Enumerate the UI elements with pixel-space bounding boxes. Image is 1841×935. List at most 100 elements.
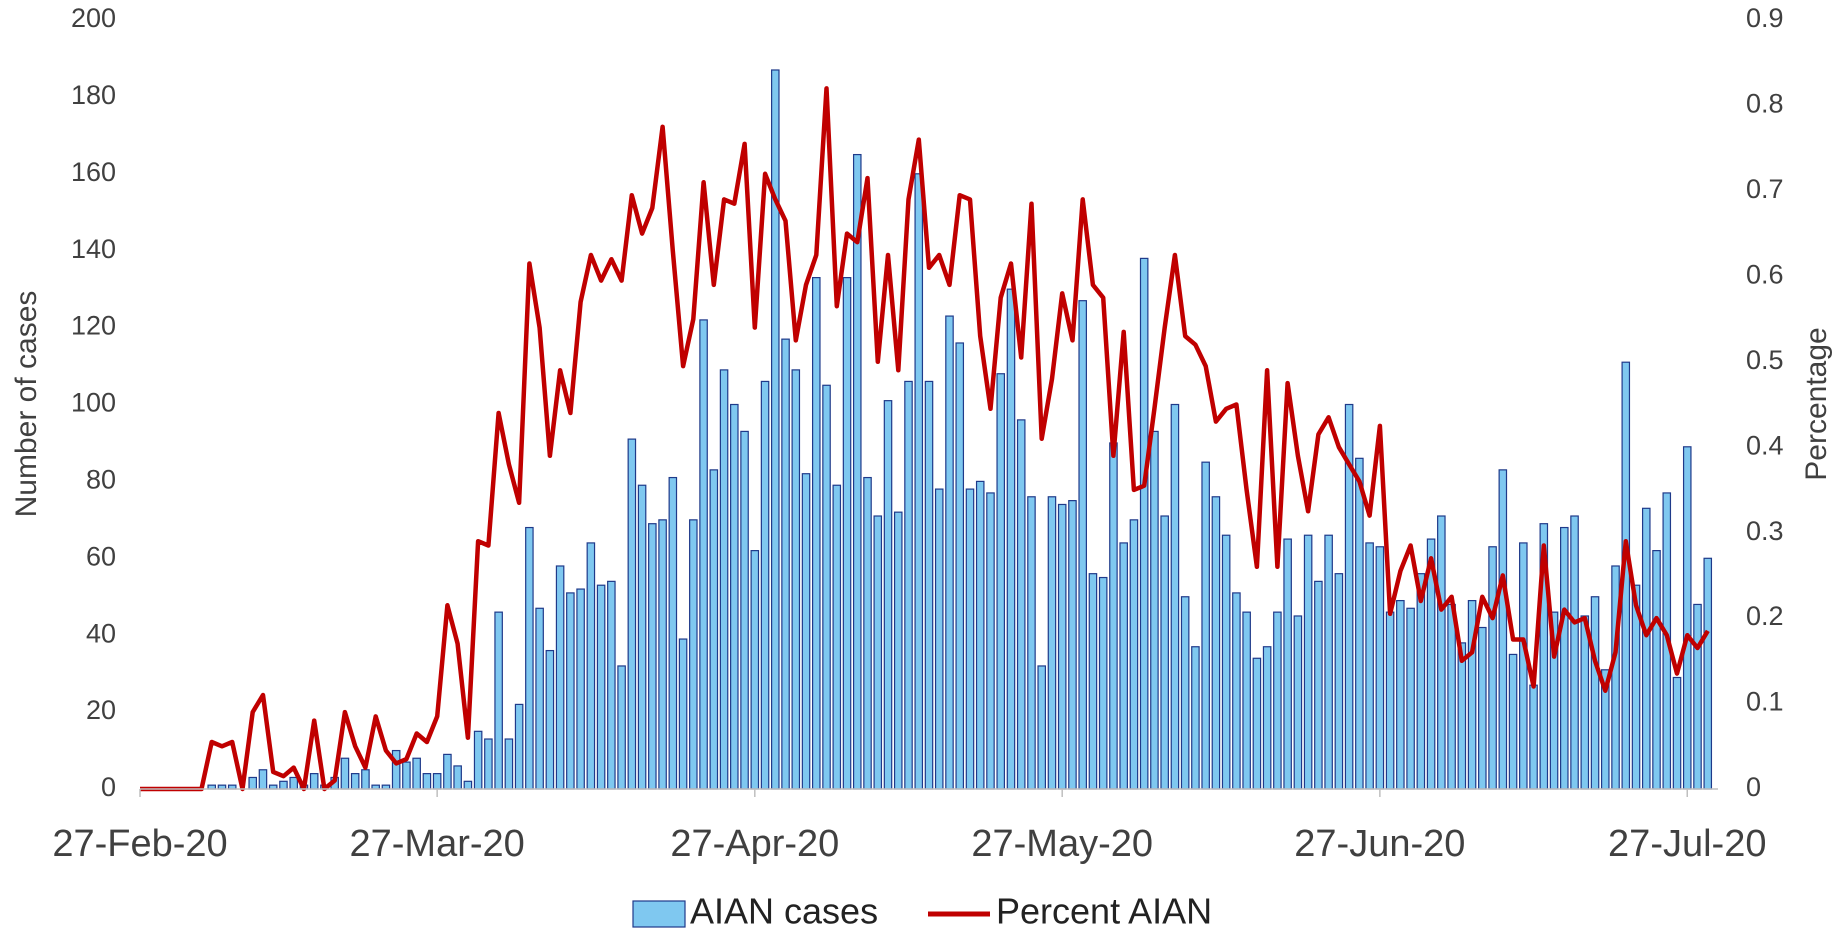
bar — [555, 565, 565, 790]
bar — [1129, 519, 1139, 790]
legend-label: AIAN cases — [690, 891, 878, 932]
bar — [1682, 446, 1692, 790]
y2-tick-label: 0.8 — [1746, 89, 1784, 119]
bar — [914, 173, 924, 790]
bar — [965, 488, 975, 790]
bar — [1221, 534, 1231, 790]
bar — [453, 765, 462, 790]
bar — [1580, 615, 1590, 790]
bar — [1529, 684, 1538, 790]
bar — [1611, 565, 1620, 790]
bar — [658, 519, 667, 790]
bar — [484, 738, 493, 790]
bar — [1262, 646, 1272, 790]
bar — [391, 749, 401, 790]
bar — [1324, 534, 1333, 790]
bar — [1139, 257, 1149, 790]
bar — [1560, 526, 1569, 790]
bar — [842, 277, 852, 790]
bar — [1098, 576, 1108, 790]
y2-tick-label: 0.7 — [1746, 174, 1784, 204]
bar — [822, 384, 831, 790]
x-tick-label: 27-Jun-20 — [1294, 823, 1465, 865]
bar — [1703, 557, 1713, 790]
y2-tick-label: 0.4 — [1746, 430, 1784, 460]
bar — [986, 492, 995, 790]
bar — [975, 480, 985, 790]
bar — [709, 469, 719, 790]
bar — [1068, 500, 1077, 790]
y-tick-label: 80 — [86, 465, 116, 495]
bar — [1047, 496, 1057, 790]
bar — [689, 519, 698, 790]
bar — [1006, 288, 1016, 790]
bar — [1641, 507, 1651, 790]
bar — [1652, 550, 1661, 790]
bar — [494, 611, 503, 790]
bar — [432, 773, 442, 790]
bar — [852, 153, 862, 790]
y-tick-label: 140 — [71, 234, 116, 264]
bar — [1375, 546, 1385, 790]
bar — [1478, 626, 1487, 790]
bar — [566, 592, 575, 790]
bar — [924, 380, 934, 790]
bar — [1396, 599, 1405, 790]
y-axis-title: Number of cases — [10, 291, 43, 518]
bar — [1211, 496, 1221, 790]
y-tick-label: 20 — [86, 695, 116, 725]
bar — [350, 773, 360, 790]
bar — [258, 769, 268, 790]
bar — [637, 484, 647, 790]
bar — [309, 773, 319, 790]
bar — [1293, 615, 1303, 790]
bar — [1693, 603, 1702, 790]
bar — [955, 342, 965, 790]
bar — [1457, 642, 1467, 790]
bar — [1057, 503, 1067, 790]
bar — [760, 380, 770, 790]
bar — [1437, 515, 1446, 790]
y-tick-label: 160 — [71, 157, 116, 187]
bar — [996, 373, 1006, 790]
bar — [514, 703, 524, 790]
bar — [1303, 534, 1313, 790]
bar — [289, 776, 298, 790]
bar — [699, 319, 708, 790]
bar — [1252, 657, 1262, 790]
y-tick-label: 100 — [71, 388, 116, 418]
y-tick-label: 60 — [86, 541, 116, 571]
y2-tick-label: 0.6 — [1746, 259, 1784, 289]
bar — [1385, 611, 1395, 790]
bar — [883, 400, 893, 790]
bar — [1232, 592, 1241, 790]
bar — [863, 476, 872, 790]
y-tick-label: 200 — [71, 3, 116, 33]
x-tick-label: 27-Apr-20 — [670, 823, 839, 865]
bar — [1334, 573, 1344, 790]
bar — [1488, 546, 1497, 790]
bar — [945, 315, 954, 790]
bar — [668, 476, 678, 790]
bar — [1016, 419, 1026, 790]
bar — [1365, 542, 1374, 790]
bar — [1109, 442, 1118, 790]
bar — [1119, 542, 1128, 790]
y-tick-label: 120 — [71, 311, 116, 341]
y2-tick-label: 0.1 — [1746, 687, 1784, 717]
bar — [1027, 496, 1036, 790]
bar — [617, 665, 626, 790]
bar — [1180, 596, 1190, 790]
bar — [279, 780, 288, 790]
legend-label: Percent AIAN — [996, 891, 1212, 932]
bar — [1590, 596, 1600, 790]
bar — [1416, 573, 1426, 790]
bar — [545, 649, 555, 790]
bar — [607, 580, 616, 790]
y2-tick-label: 0.5 — [1746, 345, 1784, 375]
bar — [893, 511, 903, 790]
bar — [1078, 300, 1087, 790]
bar — [771, 69, 780, 790]
bar — [750, 550, 760, 790]
